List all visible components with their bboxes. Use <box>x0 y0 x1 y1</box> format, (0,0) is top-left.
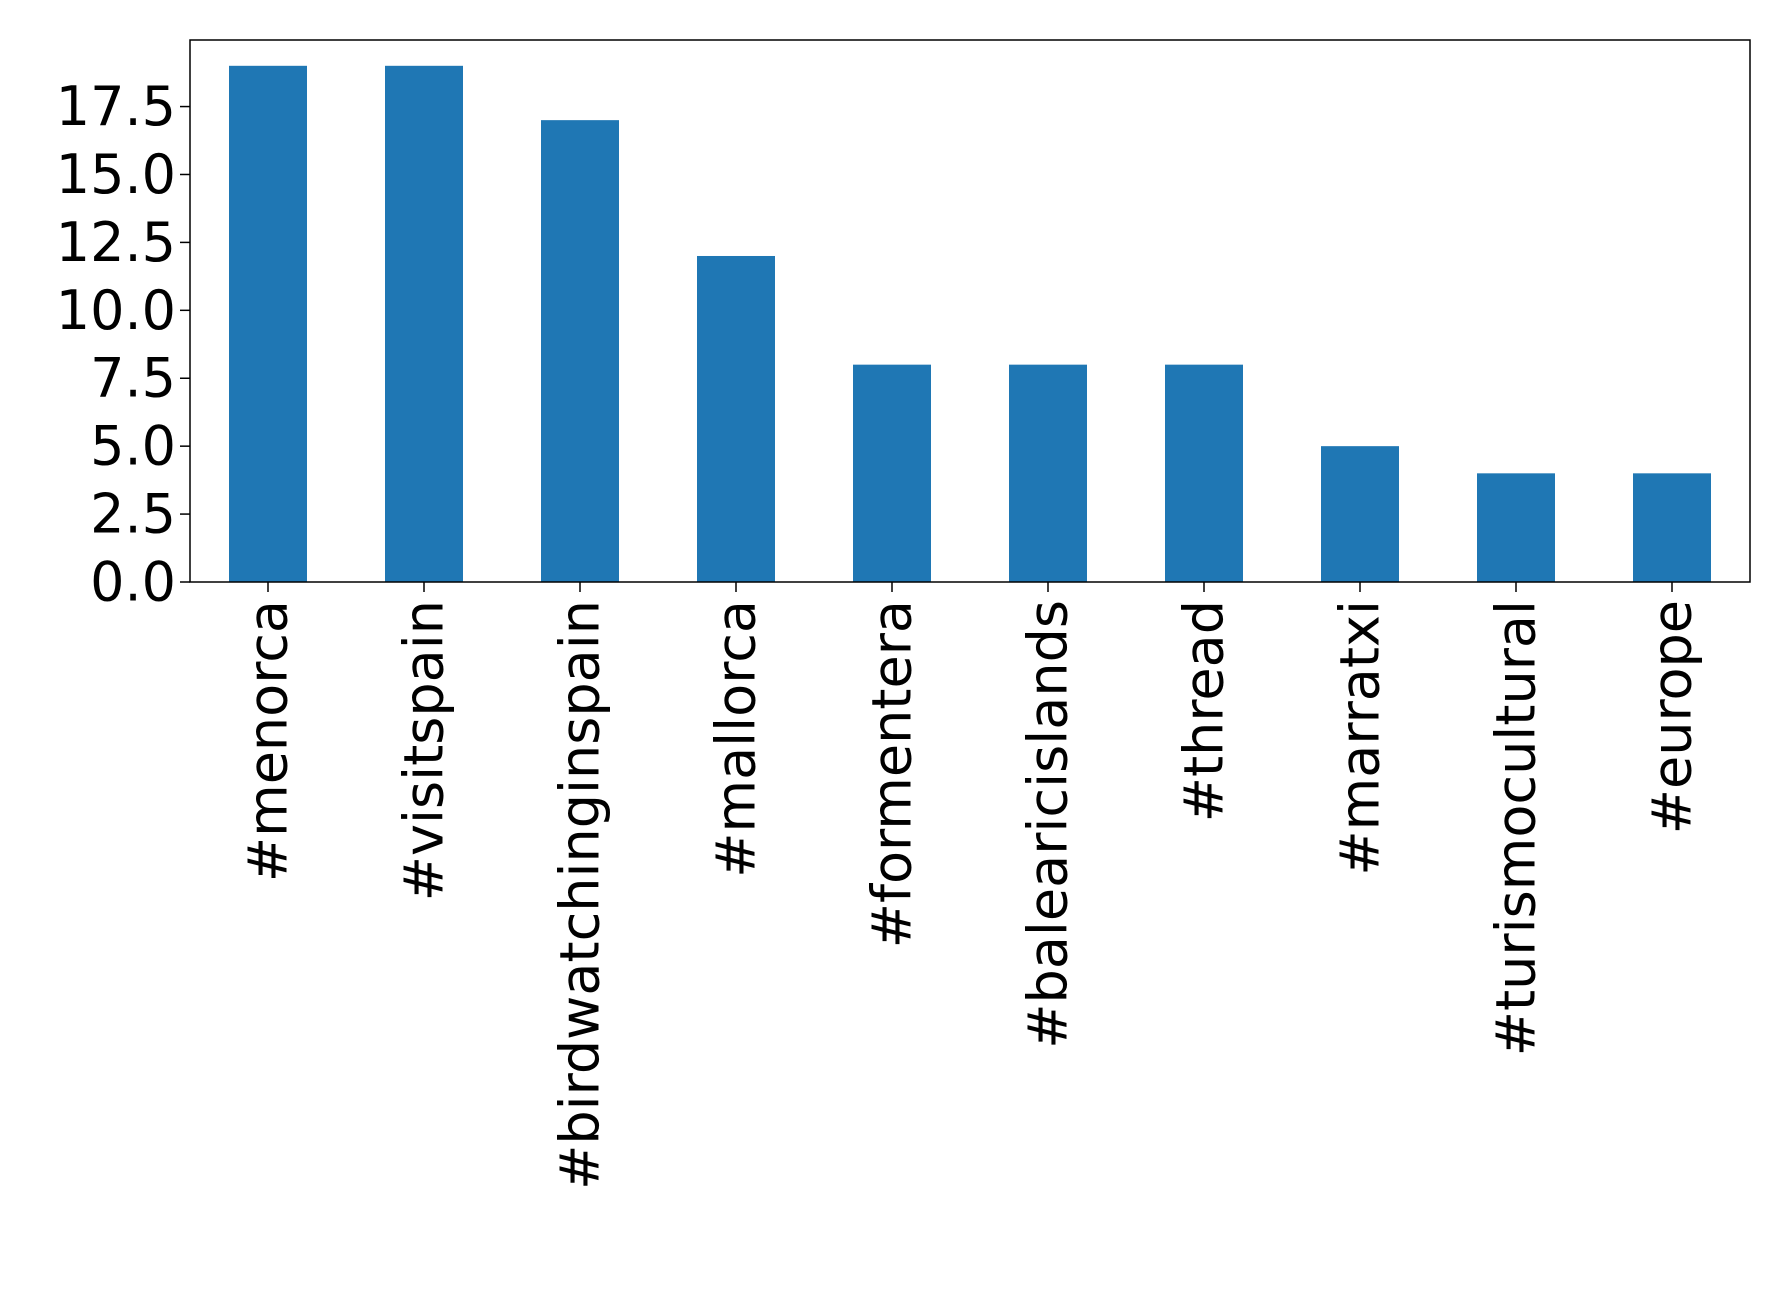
x-tick-label: #marratxi <box>1329 600 1392 876</box>
x-tick-label: #turismocultural <box>1485 600 1548 1056</box>
bar-visitspain <box>385 65 463 583</box>
y-tick-label: 5.0 <box>90 415 176 478</box>
bar-thread <box>1165 364 1243 582</box>
y-tick-label: 10.0 <box>56 279 176 342</box>
bar-turismocultural <box>1477 473 1555 582</box>
y-tick-label: 0.0 <box>90 551 176 614</box>
bar-formentera <box>853 364 931 582</box>
y-tick-label: 12.5 <box>56 211 176 274</box>
plot-frame <box>189 39 1751 583</box>
x-tick-label: #formentera <box>861 600 924 948</box>
x-tick-label: #menorca <box>237 600 300 882</box>
bar-marratxi <box>1321 446 1399 582</box>
y-tick-label: 15.0 <box>56 143 176 206</box>
bar-europe <box>1633 473 1711 582</box>
y-axis: 0.02.55.07.510.012.515.017.5 <box>56 75 190 614</box>
bar-menorca <box>229 65 307 583</box>
y-tick-label: 17.5 <box>56 75 176 138</box>
bar-birdwatchinginspain <box>541 120 619 583</box>
bar-mallorca <box>697 255 775 582</box>
bar-balearicislands <box>1009 364 1087 582</box>
x-tick-label: #mallorca <box>705 600 768 878</box>
x-axis: #menorca #visitspain #birdwatchinginspain #… <box>237 582 1704 1190</box>
y-tick-label: 7.5 <box>90 347 176 410</box>
x-tick-label: #europe <box>1641 600 1704 834</box>
x-tick-label: #balearicislands <box>1017 600 1080 1049</box>
x-tick-label: #thread <box>1173 600 1236 822</box>
bars-group <box>229 65 1711 583</box>
y-tick-label: 2.5 <box>90 483 176 546</box>
x-tick-label: #birdwatchinginspain <box>549 600 612 1190</box>
x-tick-label: #visitspain <box>393 600 456 901</box>
